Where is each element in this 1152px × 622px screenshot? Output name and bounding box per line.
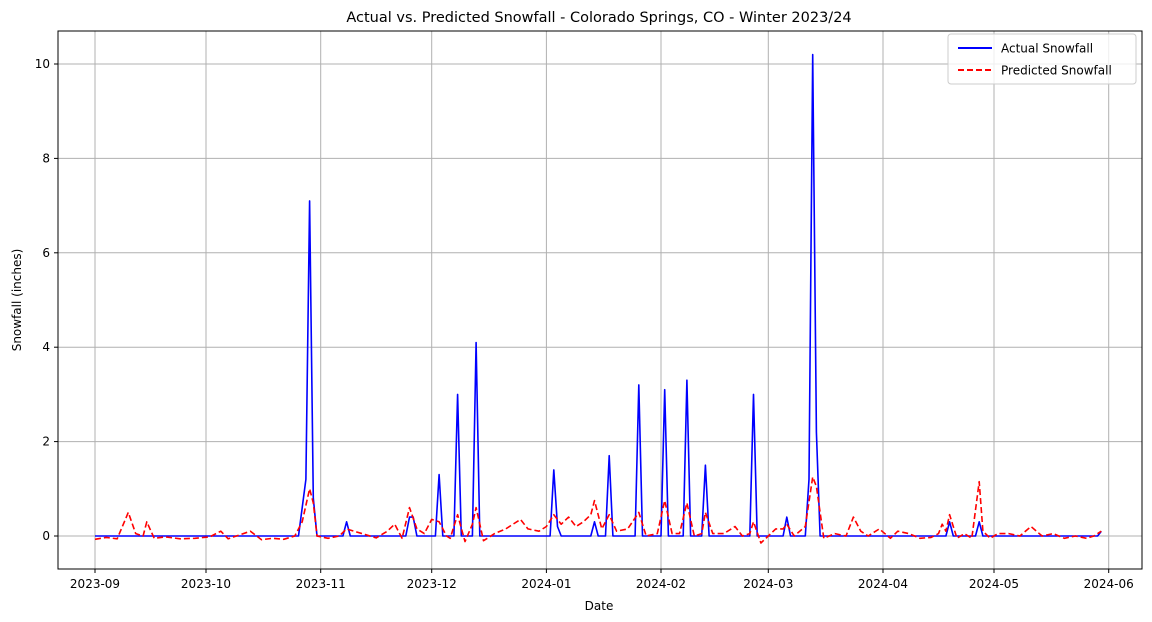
x-tick-label: 2024-01 (521, 577, 571, 591)
x-tick-label: 2024-05 (969, 577, 1019, 591)
x-tick-label: 2023-11 (296, 577, 346, 591)
y-tick-label: 0 (42, 529, 50, 543)
y-tick-label: 6 (42, 246, 50, 260)
ticks-layer: 2023-09 2023-10 2023-11 2023-12 2024-01 2024-… (35, 57, 1134, 591)
legend-label-predicted: Predicted Snowfall (1001, 64, 1112, 78)
y-tick-label: 4 (42, 340, 50, 354)
x-tick-label: 2023-09 (70, 577, 120, 591)
x-tick-label: 2024-06 (1084, 577, 1134, 591)
legend-box (947, 33, 1137, 85)
series-layer (94, 53, 1102, 544)
y-axis-label: Snowfall (inches) (10, 249, 24, 352)
legend-label-actual: Actual Snowfall (1001, 42, 1093, 56)
y-tick-label: 10 (35, 57, 50, 71)
series-line-predicted (94, 476, 1102, 544)
x-axis-label: Date (585, 599, 614, 613)
chart-title: Actual vs. Predicted Snowfall - Colorado… (346, 10, 851, 26)
x-tick-label: 2024-04 (858, 577, 908, 591)
x-tick-label: 2023-10 (181, 577, 231, 591)
y-tick-label: 2 (42, 435, 50, 449)
x-tick-label: 2024-02 (636, 577, 686, 591)
legend: Actual Snowfall Predicted Snowfall (947, 33, 1137, 85)
grid (58, 31, 1142, 569)
plot-frame (57, 30, 1143, 570)
series-line-actual (95, 53, 1102, 537)
x-tick-label: 2024-03 (743, 577, 793, 591)
x-tick-label: 2023-12 (407, 577, 457, 591)
y-tick-label: 8 (42, 151, 50, 165)
